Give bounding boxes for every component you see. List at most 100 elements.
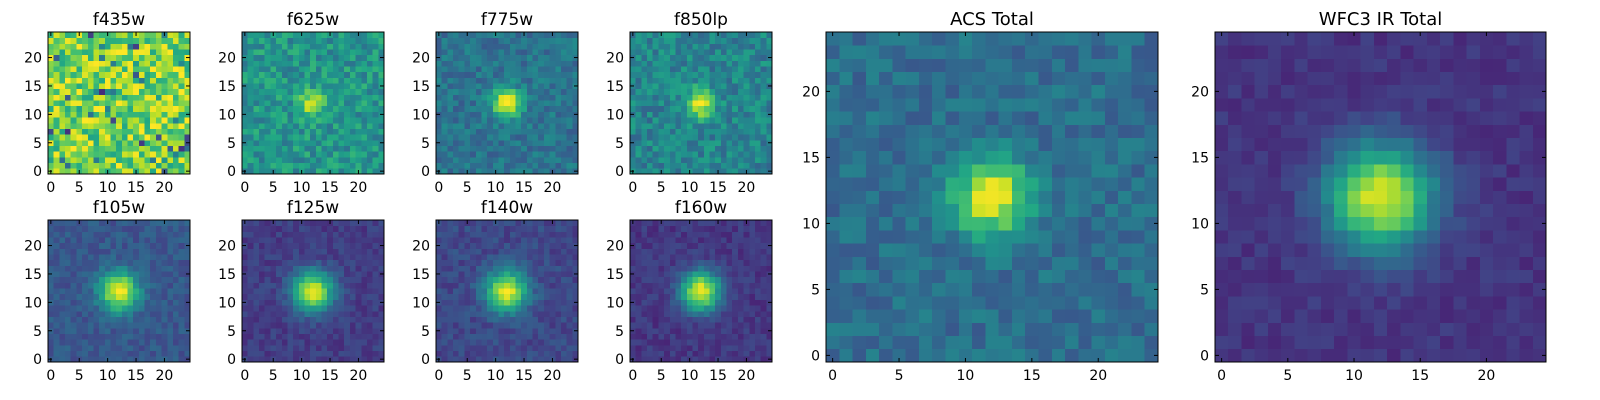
heatmap-cell (366, 276, 374, 283)
heatmap-cell (344, 344, 351, 352)
heatmap-cell (958, 84, 973, 99)
heatmap-cell (150, 333, 157, 340)
heatmap-cell (293, 32, 300, 39)
heatmap-cell (658, 83, 665, 90)
heatmap-cell (760, 168, 767, 175)
heatmap-cell (892, 98, 907, 112)
heatmap-cell (521, 156, 528, 164)
heatmap-cell (366, 305, 374, 312)
heatmap-cell (127, 117, 134, 124)
heatmap-cell (998, 309, 1013, 323)
heatmap-cell (70, 225, 77, 232)
heatmap-cell (104, 100, 111, 107)
heatmap-cell (647, 111, 654, 118)
heatmap-cell (1131, 309, 1146, 323)
heatmap-cell (481, 94, 488, 101)
heatmap-cell (59, 37, 66, 44)
heatmap-cell (726, 122, 733, 129)
heatmap-cell (327, 350, 334, 357)
heatmap-cell (543, 162, 550, 169)
heatmap-cell (184, 32, 191, 39)
heatmap-cell (635, 117, 642, 124)
heatmap-cell (116, 288, 123, 295)
x-tick-label: 5 (269, 180, 278, 196)
heatmap-cell (1118, 124, 1132, 138)
heatmap-cell (515, 49, 522, 56)
heatmap-cell (133, 43, 140, 50)
heatmap-cell (310, 276, 317, 283)
heatmap-cell (259, 83, 266, 90)
heatmap-cell (361, 293, 368, 300)
heatmap-cell (259, 162, 266, 169)
heatmap-cell (133, 145, 140, 152)
heatmap-cell (253, 32, 260, 39)
heatmap-cell (48, 117, 55, 124)
heatmap-cell (932, 230, 946, 244)
heatmap-cell (110, 37, 117, 44)
heatmap-cell (543, 49, 550, 56)
heatmap-cell (327, 231, 334, 238)
heatmap-cell (652, 122, 659, 129)
heatmap-cell (110, 49, 117, 56)
heatmap-cell (93, 43, 100, 50)
heatmap-cell (732, 32, 739, 39)
heatmap-cell (538, 299, 545, 306)
heatmap-cell (167, 344, 174, 352)
heatmap-cell (521, 293, 528, 300)
heatmap-cell (647, 151, 654, 158)
heatmap-cell (116, 156, 123, 164)
heatmap-cell (715, 71, 722, 78)
heatmap-cell (327, 139, 334, 146)
heatmap-cell (321, 162, 328, 169)
heatmap-cell (852, 32, 867, 46)
heatmap-cell (458, 350, 465, 357)
heatmap-cell (749, 105, 756, 112)
heatmap-cell (1131, 216, 1146, 231)
heatmap-cell (247, 225, 254, 232)
heatmap-cell (121, 100, 128, 107)
heatmap-cell (492, 350, 499, 357)
heatmap-cell (104, 145, 111, 152)
heatmap-cell (720, 139, 727, 146)
heatmap-cell (760, 66, 767, 73)
heatmap-cell (366, 350, 374, 357)
heatmap-cell (1051, 269, 1066, 284)
heatmap-cell (133, 225, 140, 232)
heatmap-cell (532, 327, 539, 334)
heatmap-cell (65, 37, 72, 44)
heatmap-cell (366, 128, 374, 135)
heatmap-cell (743, 66, 750, 73)
heatmap-cell (509, 71, 516, 78)
heatmap-cell (247, 356, 254, 363)
heatmap-cell (749, 49, 756, 56)
heatmap-cell (839, 137, 853, 152)
heatmap-cell (59, 299, 66, 306)
heatmap-cell (532, 134, 539, 141)
heatmap-cell (298, 282, 305, 289)
heatmap-cell (492, 71, 499, 78)
y-tick-label: 15 (802, 150, 820, 166)
heatmap-cell (458, 156, 465, 164)
heatmap-cell (321, 225, 328, 232)
heatmap-cell (127, 71, 134, 78)
heatmap-cell (59, 259, 66, 266)
heatmap-cell (82, 254, 89, 261)
heatmap-cell (630, 151, 637, 158)
heatmap-cell (150, 54, 157, 61)
heatmap-cell (65, 49, 72, 56)
heatmap-cell (464, 88, 471, 95)
heatmap-cell (458, 122, 465, 129)
heatmap-cell (692, 83, 699, 90)
heatmap-cell (366, 293, 374, 300)
heatmap-cell (378, 237, 385, 244)
heatmap-cell (464, 276, 471, 283)
heatmap-cell (972, 269, 986, 284)
heatmap-cell (754, 134, 762, 141)
heatmap-cell (65, 100, 72, 107)
heatmap-cell (116, 276, 123, 283)
heatmap-cell (572, 276, 579, 283)
heatmap-cell (1051, 124, 1066, 138)
heatmap-cell (304, 49, 311, 56)
heatmap-cell (172, 327, 180, 334)
heatmap-cell (270, 248, 277, 255)
